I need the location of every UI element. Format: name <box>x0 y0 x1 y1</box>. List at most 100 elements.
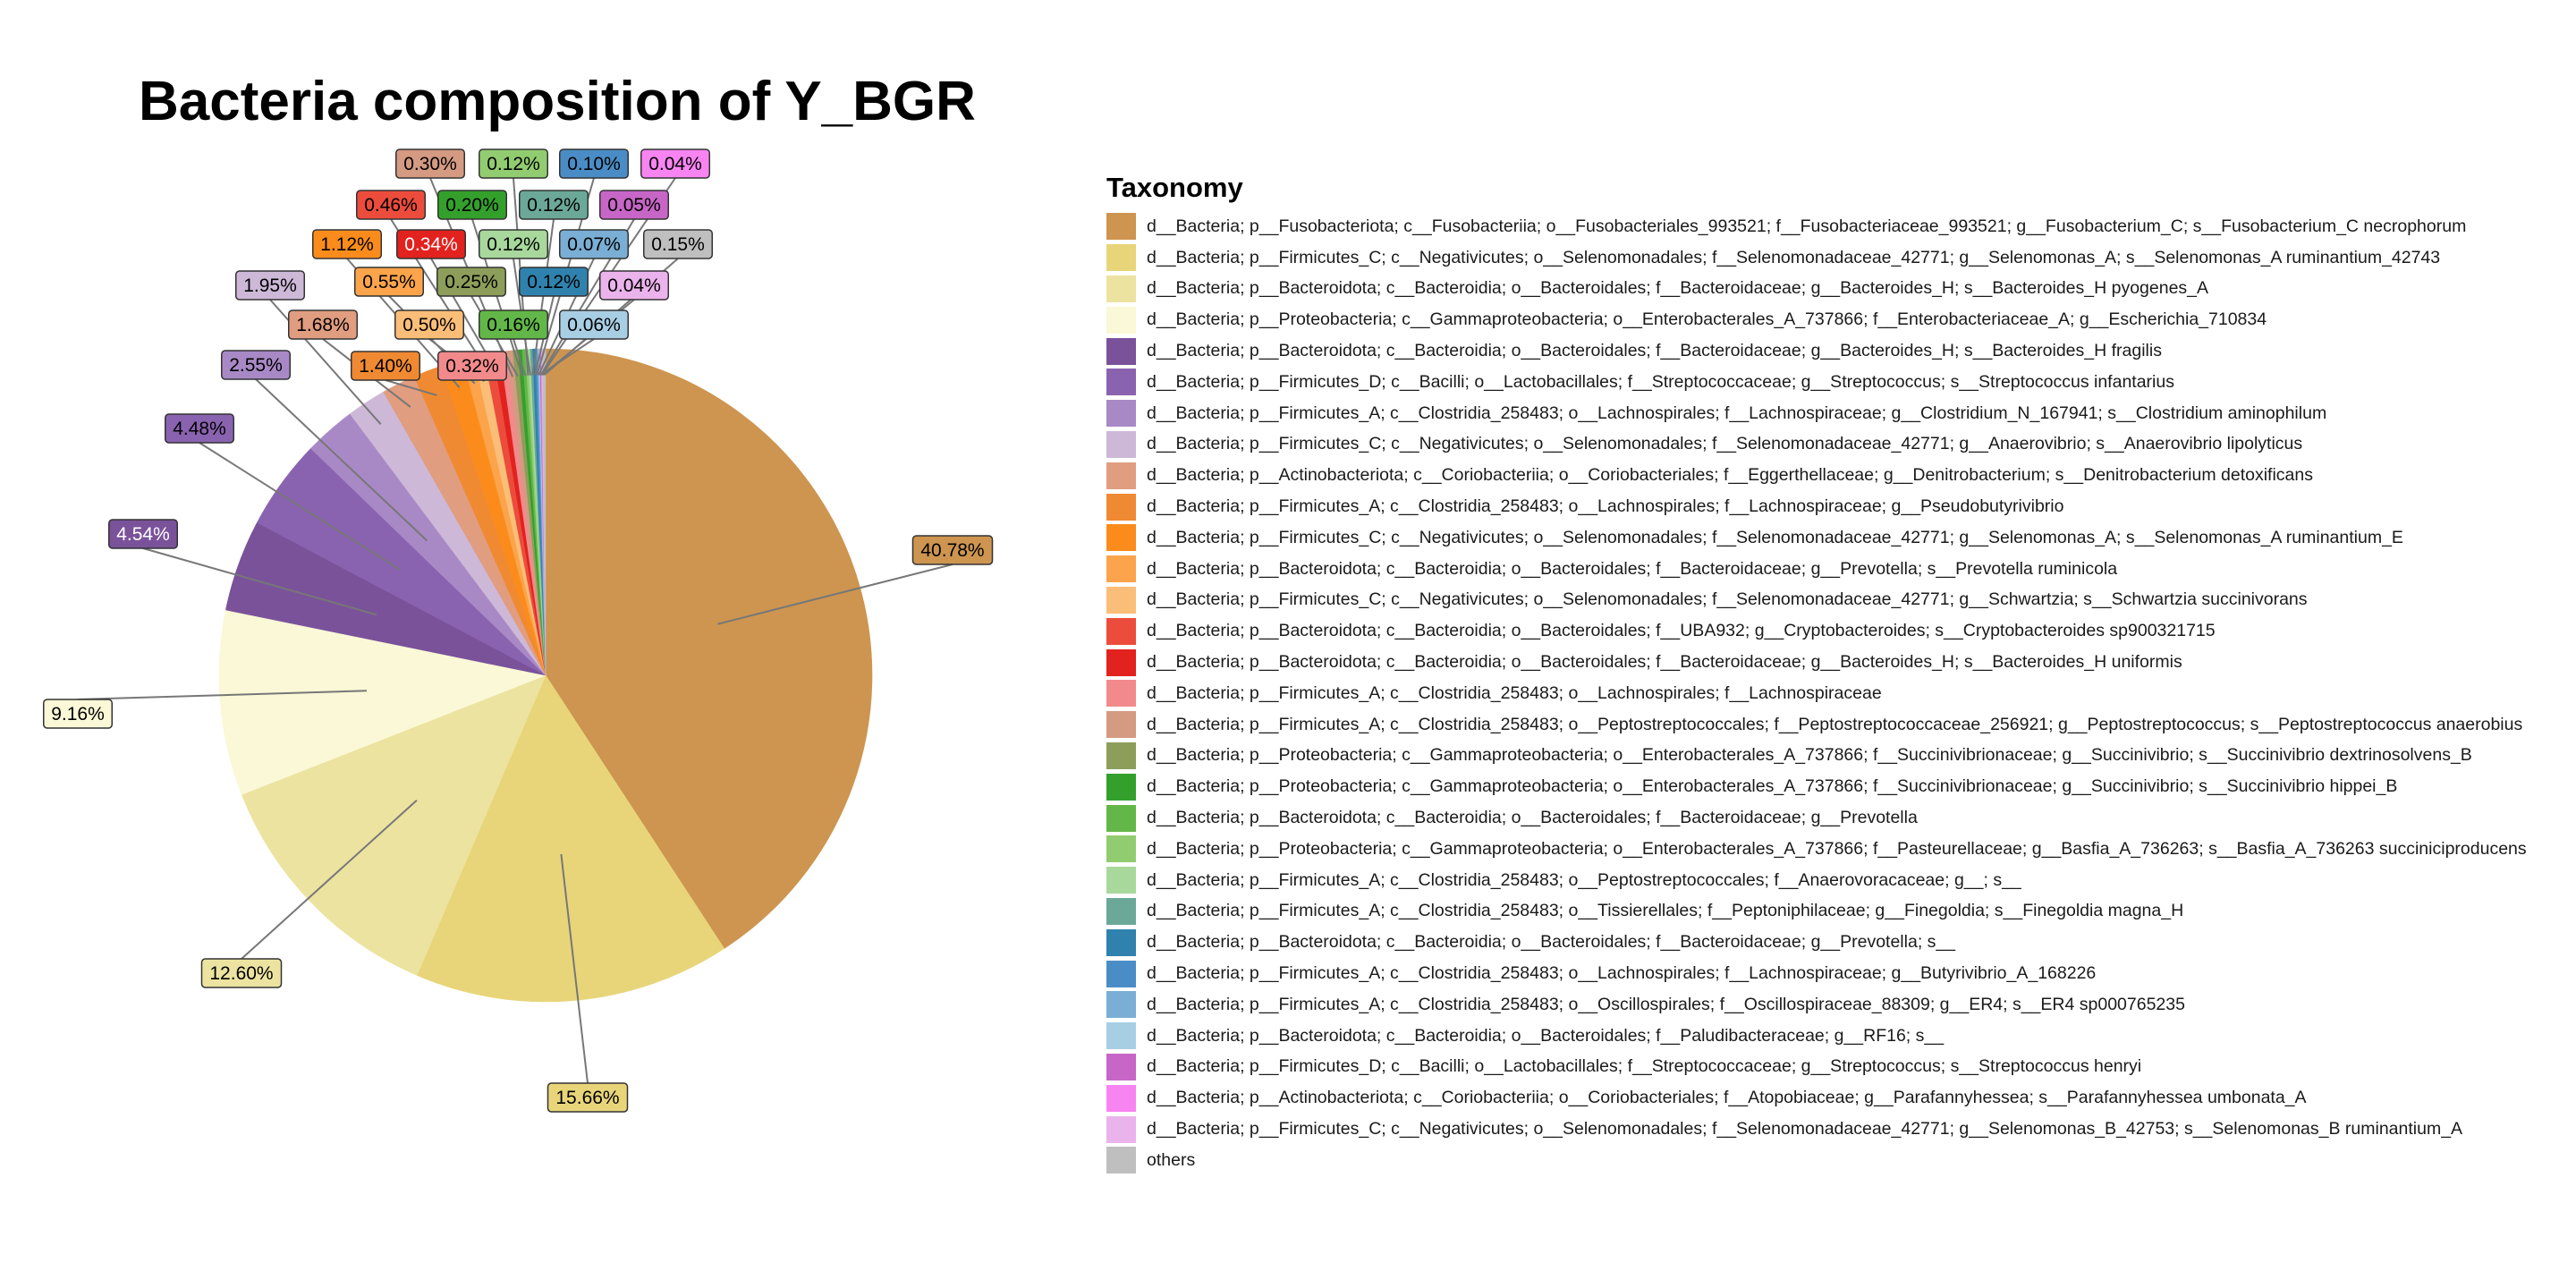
legend-label-25: d__Bacteria; p__Firmicutes_A; c__Clostri… <box>1147 963 2097 984</box>
slice-label-box-7 <box>221 350 291 380</box>
slice-label-30: 0.04% <box>599 270 669 301</box>
slice-label-box-21 <box>479 148 548 179</box>
slice-label-box-31 <box>643 229 713 259</box>
slice-label-7: 2.55% <box>221 350 291 380</box>
legend-swatch-16 <box>1106 680 1136 708</box>
legend-item-27: d__Bacteria; p__Bacteroidota; c__Bactero… <box>1106 1021 2527 1052</box>
slice-label-text-1: 40.78% <box>920 540 984 561</box>
legend-item-8: d__Bacteria; p__Firmicutes_C; c__Negativ… <box>1106 429 2527 461</box>
pie-slice-3 <box>241 674 547 976</box>
legend-label-9: d__Bacteria; p__Actinobacteriota; c__Cor… <box>1147 465 2313 486</box>
legend-item-30: d__Bacteria; p__Firmicutes_C; c__Negativ… <box>1106 1114 2527 1145</box>
slice-label-box-10 <box>351 351 420 381</box>
slice-label-text-6: 4.48% <box>173 419 226 439</box>
slice-label-box-30 <box>599 270 669 301</box>
legend-item-6: d__Bacteria; p__Firmicutes_D; c__Bacilli… <box>1106 367 2527 398</box>
legend-swatch-8 <box>1106 430 1136 458</box>
legend-item-21: d__Bacteria; p__Proteobacteria; c__Gamma… <box>1106 834 2527 865</box>
legend-items: d__Bacteria; p__Fusobacteriota; c__Fusob… <box>1106 211 2527 1176</box>
slice-label-box-6 <box>165 413 234 444</box>
slice-label-21: 0.12% <box>479 148 548 179</box>
legend-swatch-13 <box>1106 586 1136 614</box>
leader-line-4 <box>77 690 368 700</box>
slice-label-text-19: 0.20% <box>445 195 499 216</box>
legend-swatch-29 <box>1106 1084 1136 1112</box>
legend-swatch-12 <box>1106 555 1136 583</box>
legend-swatch-17 <box>1106 711 1136 739</box>
slice-label-box-11 <box>312 229 382 259</box>
legend-label-14: d__Bacteria; p__Bacteroidota; c__Bactero… <box>1147 621 2216 641</box>
slice-label-text-30: 0.04% <box>607 275 661 296</box>
slice-label-box-18 <box>436 267 506 297</box>
slice-label-28: 0.05% <box>599 190 669 220</box>
legend-item-28: d__Bacteria; p__Firmicutes_D; c__Bacilli… <box>1106 1052 2527 1083</box>
pie-slice-1 <box>545 348 873 949</box>
legend-label-22: d__Bacteria; p__Firmicutes_A; c__Clostri… <box>1147 869 2021 890</box>
slice-label-text-2: 15.66% <box>555 1088 619 1108</box>
slice-label-box-3 <box>200 958 283 988</box>
slice-label-22: 0.12% <box>479 229 548 259</box>
legend-label-7: d__Bacteria; p__Firmicutes_A; c__Clostri… <box>1147 402 2327 423</box>
legend-item-1: d__Bacteria; p__Fusobacteriota; c__Fusob… <box>1106 211 2527 242</box>
pie-slices <box>218 348 873 1003</box>
leader-line-23 <box>531 218 555 376</box>
legend-label-16: d__Bacteria; p__Firmicutes_A; c__Clostri… <box>1147 682 1882 703</box>
legend-label-31: others <box>1147 1149 1196 1170</box>
slice-label-text-3: 12.60% <box>209 963 273 984</box>
slice-label-text-23: 0.12% <box>527 195 580 216</box>
legend-label-18: d__Bacteria; p__Proteobacteria; c__Gamma… <box>1147 745 2472 766</box>
legend-item-25: d__Bacteria; p__Firmicutes_A; c__Clostri… <box>1106 958 2527 989</box>
leader-line-7 <box>255 378 428 542</box>
slice-label-text-9: 1.68% <box>296 315 350 335</box>
legend-label-5: d__Bacteria; p__Bacteroidota; c__Bactero… <box>1147 341 2162 361</box>
legend-item-23: d__Bacteria; p__Firmicutes_A; c__Clostri… <box>1106 896 2527 928</box>
legend-swatch-4 <box>1106 306 1136 334</box>
legend-item-13: d__Bacteria; p__Firmicutes_C; c__Negativ… <box>1106 585 2527 616</box>
legend-swatch-28 <box>1106 1053 1136 1080</box>
legend-label-23: d__Bacteria; p__Firmicutes_A; c__Clostri… <box>1147 901 2184 921</box>
legend-label-13: d__Bacteria; p__Firmicutes_C; c__Negativ… <box>1147 589 2308 610</box>
slice-label-13: 0.50% <box>394 309 464 340</box>
slice-label-text-26: 0.07% <box>567 234 621 255</box>
legend-swatch-24 <box>1106 928 1136 956</box>
slice-label-text-5: 4.54% <box>116 524 170 545</box>
leader-line-20 <box>513 338 527 377</box>
legend-label-6: d__Bacteria; p__Firmicutes_D; c__Bacilli… <box>1147 371 2174 392</box>
legend-label-8: d__Bacteria; p__Firmicutes_C; c__Negativ… <box>1147 434 2303 454</box>
slice-label-box-28 <box>599 190 669 220</box>
slice-label-box-13 <box>394 309 464 340</box>
slice-label-text-8: 1.95% <box>243 275 297 296</box>
legend-label-26: d__Bacteria; p__Firmicutes_A; c__Clostri… <box>1147 994 2185 1014</box>
legend-label-27: d__Bacteria; p__Bacteroidota; c__Bactero… <box>1147 1025 1945 1046</box>
slice-label-12: 0.55% <box>354 267 424 297</box>
slice-label-text-21: 0.12% <box>487 154 540 174</box>
legend-swatch-20 <box>1106 804 1136 832</box>
legend-label-30: d__Bacteria; p__Firmicutes_C; c__Negativ… <box>1147 1119 2463 1139</box>
pie-slice-2 <box>416 674 725 1003</box>
slice-label-text-18: 0.25% <box>445 272 498 292</box>
legend-swatch-9 <box>1106 462 1136 489</box>
legend-item-11: d__Bacteria; p__Firmicutes_C; c__Negativ… <box>1106 522 2527 554</box>
slice-label-23: 0.12% <box>519 190 589 220</box>
slice-label-4: 9.16% <box>43 699 113 729</box>
slice-label-box-16 <box>437 351 507 381</box>
legend-swatch-11 <box>1106 524 1136 552</box>
slice-label-27: 0.06% <box>559 309 629 340</box>
slice-label-26: 0.07% <box>559 229 629 259</box>
slice-label-8: 1.95% <box>235 270 305 301</box>
slice-label-box-29 <box>640 148 710 179</box>
legend-swatch-19 <box>1106 773 1136 801</box>
legend-label-3: d__Bacteria; p__Bacteroidota; c__Bactero… <box>1147 278 2209 299</box>
leader-line-5 <box>142 547 377 616</box>
legend-swatch-27 <box>1106 1022 1136 1050</box>
slice-label-box-9 <box>288 309 358 340</box>
slice-label-text-11: 1.12% <box>320 234 374 255</box>
leader-line-10 <box>385 379 437 396</box>
legend-label-15: d__Bacteria; p__Bacteroidota; c__Bactero… <box>1147 652 2182 673</box>
legend-swatch-15 <box>1106 648 1136 676</box>
slice-label-text-24: 0.12% <box>527 272 580 292</box>
legend-swatch-26 <box>1106 991 1136 1019</box>
legend-swatch-10 <box>1106 493 1136 521</box>
legend-label-17: d__Bacteria; p__Firmicutes_A; c__Clostri… <box>1147 714 2523 734</box>
legend-item-29: d__Bacteria; p__Actinobacteriota; c__Cor… <box>1106 1082 2527 1114</box>
